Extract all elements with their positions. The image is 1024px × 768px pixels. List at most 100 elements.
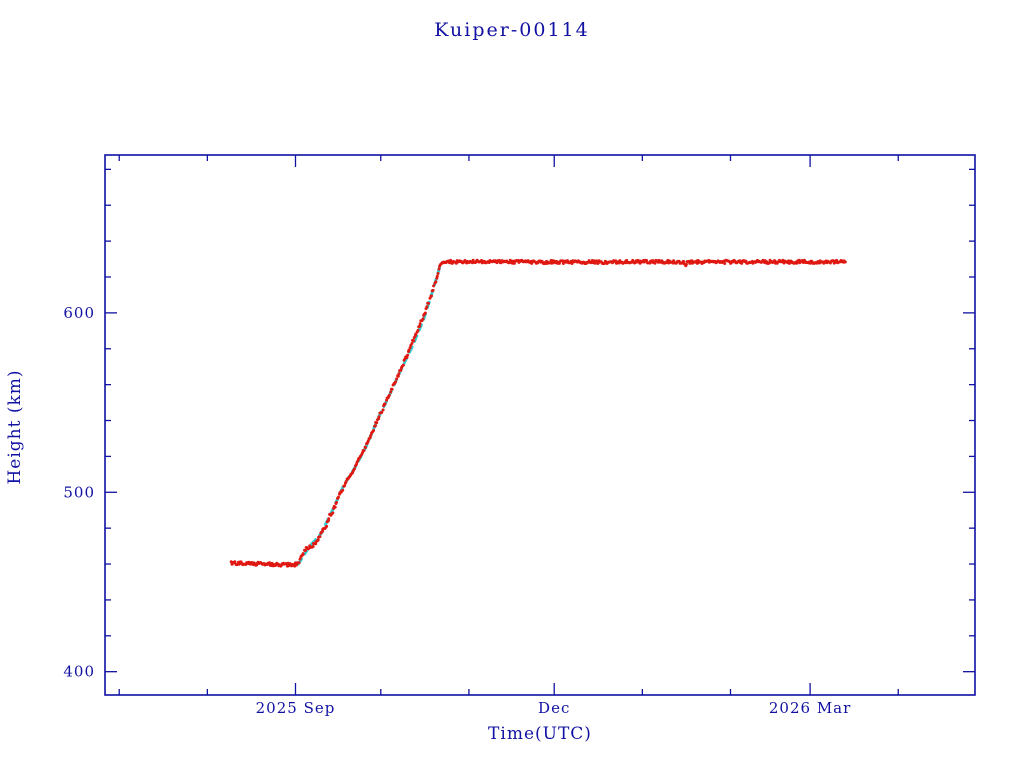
data-point [380,410,384,414]
data-point [303,549,307,553]
data-point [389,390,393,394]
data-point [427,301,430,305]
data-point [397,372,401,376]
data-point [432,284,436,288]
data-point [645,259,649,262]
data-point [233,560,237,564]
data-point [364,446,367,450]
data-point [739,259,743,263]
data-point [410,341,414,345]
data-point [399,368,403,372]
data-point [341,488,345,492]
data-point [672,259,676,263]
data-point [343,484,347,488]
data-point [344,480,348,484]
data-point [333,505,337,509]
data-point [831,259,835,263]
data-point [366,439,370,443]
data-point [557,261,561,265]
data-point [425,305,429,309]
data-point [268,561,272,565]
chart-title: Kuiper-00114 [434,19,589,41]
data-series-layer [229,258,847,568]
data-point [401,363,405,367]
data-point [497,258,501,262]
x-axis-label: Time(UTC) [488,724,592,744]
data-point [327,517,331,521]
data-point [369,433,373,437]
data-point [325,524,329,528]
y-tick-label: 600 [63,304,95,322]
data-point [377,415,381,419]
data-point [387,393,391,397]
data-point [421,317,425,321]
y-tick-label: 500 [63,483,95,501]
fit-line-path [296,262,442,566]
data-point [407,348,411,352]
data-point [437,267,441,271]
data-point [418,324,422,328]
data-point [423,311,427,315]
data-point [431,288,435,292]
data-point [408,346,412,350]
data-point [561,262,565,265]
data-point [298,557,302,561]
data-point [381,408,385,412]
x-tick-label: 2026 Mar [769,699,851,717]
data-point [394,380,398,384]
data-point [723,262,727,265]
data-point [385,398,388,402]
data-point [449,258,453,262]
data-point [395,377,399,381]
data-point [316,538,320,542]
x-tick-label: Dec [538,699,570,717]
data-point [416,328,420,332]
plot-frame [104,154,976,696]
data-point [279,564,283,568]
data-point [390,387,394,391]
data-point [570,262,574,265]
data-point [237,562,241,566]
data-point [335,500,338,504]
data-point [435,274,439,278]
y-tick-label: 400 [63,663,95,681]
data-point [336,495,340,499]
data-point [788,261,791,265]
data-point [653,261,657,265]
data-point [412,339,416,343]
data-point [682,260,686,264]
data-point [301,552,305,556]
data-point [406,353,410,357]
data-point [373,424,377,428]
measured-height-series [229,258,847,568]
data-point [362,449,366,453]
axis-tick-labels: 400 500 600 2025 Sep Dec 2026 Mar [63,304,851,717]
data-point [405,356,409,359]
data-point [684,262,688,266]
data-point [331,511,335,515]
data-point [436,272,440,275]
data-point [318,535,322,539]
data-point [430,294,433,298]
data-point [843,260,847,264]
x-tick-label: 2025 Sep [256,699,336,717]
data-point [372,429,376,432]
data-point [353,467,357,471]
data-point [595,259,599,263]
y-axis-label: Height (km) [5,369,25,484]
data-point [297,561,301,565]
data-point [383,402,387,406]
data-point [418,322,422,326]
data-point [434,280,438,284]
data-point [311,545,315,548]
data-point [775,261,779,265]
data-point [396,374,400,378]
fit-line-series [296,262,442,566]
data-point [512,261,516,265]
data-point [375,421,379,425]
data-point [593,261,597,265]
axis-ticks [105,155,975,695]
data-point [614,259,618,263]
